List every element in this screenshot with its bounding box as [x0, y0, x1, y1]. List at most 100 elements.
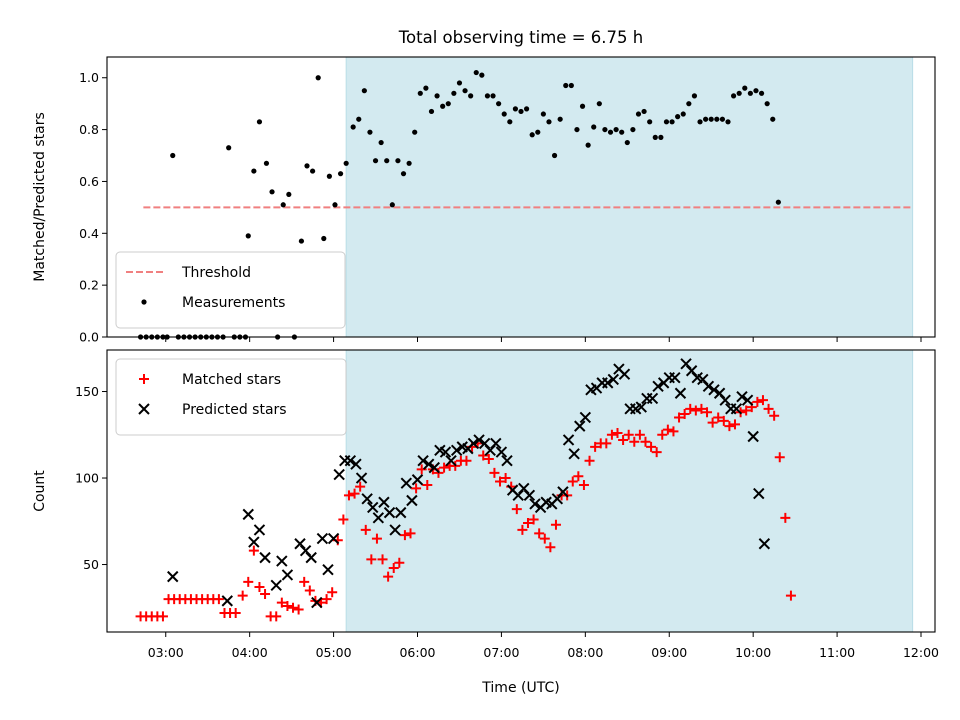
data-point: [383, 506, 396, 519]
data-point: [478, 450, 489, 461]
data-point: [157, 611, 168, 622]
x-tick-label: 09:00: [651, 645, 687, 660]
data-point: [489, 467, 500, 478]
data-point: [484, 93, 491, 99]
data-point: [263, 160, 270, 166]
data-point: [602, 126, 608, 133]
data-point: [529, 498, 541, 510]
data-point: [412, 129, 418, 135]
data-point: [361, 88, 367, 94]
data-point: [501, 111, 507, 117]
data-point: [406, 160, 412, 166]
data-point: [327, 532, 340, 545]
data-point: [461, 455, 472, 466]
data-point: [714, 116, 720, 122]
data-point: [557, 486, 569, 498]
data-point: [584, 455, 595, 466]
data-point: [590, 441, 601, 452]
data-point: [243, 576, 254, 587]
data-point: [568, 82, 574, 89]
data-point: [708, 116, 714, 122]
data-point: [400, 477, 413, 489]
y-axis-label: Matched/Predicted stars: [32, 112, 48, 282]
axes-frame: [106, 56, 936, 338]
data-point: [669, 119, 675, 125]
data-point: [371, 533, 382, 544]
data-point: [395, 158, 401, 164]
data-point: [253, 524, 266, 536]
legend-label: Measurements: [182, 295, 285, 311]
data-point: [641, 108, 647, 115]
data-point: [280, 202, 286, 208]
data-point: [652, 134, 658, 140]
data-point: [501, 455, 513, 467]
data-point: [281, 569, 294, 581]
data-point: [557, 116, 563, 122]
legend-plus-swatch: [139, 374, 149, 384]
legend-label: Predicted stars: [182, 402, 287, 418]
data-point: [518, 108, 524, 115]
data-point: [440, 103, 446, 109]
data-point: [360, 524, 371, 535]
y-tick-label: 0.2: [79, 278, 99, 293]
data-point: [619, 129, 625, 135]
data-point: [304, 163, 310, 169]
data-point: [495, 446, 508, 458]
data-point: [719, 116, 726, 122]
data-point: [237, 590, 248, 601]
data-point: [647, 119, 653, 125]
data-point: [400, 171, 407, 177]
data-point: [399, 530, 410, 541]
data-point: [450, 444, 463, 457]
data-point: [591, 124, 597, 130]
data-point: [652, 380, 664, 393]
data-point: [315, 75, 321, 81]
data-point: [254, 582, 265, 593]
data-point: [523, 106, 530, 112]
data-point: [434, 93, 440, 99]
data-point: [718, 415, 729, 426]
data-point: [316, 532, 329, 545]
data-point: [551, 152, 558, 159]
data-point: [724, 421, 735, 432]
data-point: [630, 126, 636, 133]
data-point: [522, 518, 533, 529]
data-point: [742, 85, 748, 91]
data-point: [321, 594, 332, 605]
data-point: [707, 417, 718, 428]
data-point: [467, 437, 480, 450]
data-point: [602, 377, 614, 389]
data-point: [613, 126, 619, 133]
data-point: [690, 405, 701, 416]
data-point: [405, 528, 416, 539]
data-point: [350, 124, 356, 130]
data-point: [299, 576, 310, 587]
data-point: [529, 132, 535, 138]
data-point: [736, 391, 748, 403]
data-point: [473, 69, 479, 76]
x-tick-label: 10:00: [735, 645, 771, 660]
data-point: [747, 90, 753, 96]
data-point: [445, 101, 451, 107]
data-point: [703, 116, 709, 122]
data-point: [245, 233, 251, 239]
data-point: [534, 528, 545, 539]
data-point: [679, 409, 690, 420]
data-point: [646, 441, 657, 452]
data-point: [276, 555, 288, 567]
data-point: [417, 90, 423, 96]
data-point: [456, 80, 463, 86]
data-point: [528, 514, 539, 525]
data-point: [635, 401, 647, 413]
data-point: [259, 551, 271, 564]
top-panel: 0.0 0.2 0.4 0.6 0.8 1.0 Total observing time =…: [32, 28, 936, 345]
y-tick-label: 1.0: [79, 70, 99, 85]
data-point: [337, 171, 344, 177]
data-point: [367, 129, 373, 135]
data-point: [282, 601, 293, 612]
data-point: [623, 429, 634, 440]
data-point: [251, 168, 257, 174]
data-point: [473, 434, 485, 446]
data-point: [377, 554, 388, 565]
bottom-panel: 50 100 150 03:00 04:00 05:00 06:00 07:00 08:00 09…: [32, 349, 939, 696]
